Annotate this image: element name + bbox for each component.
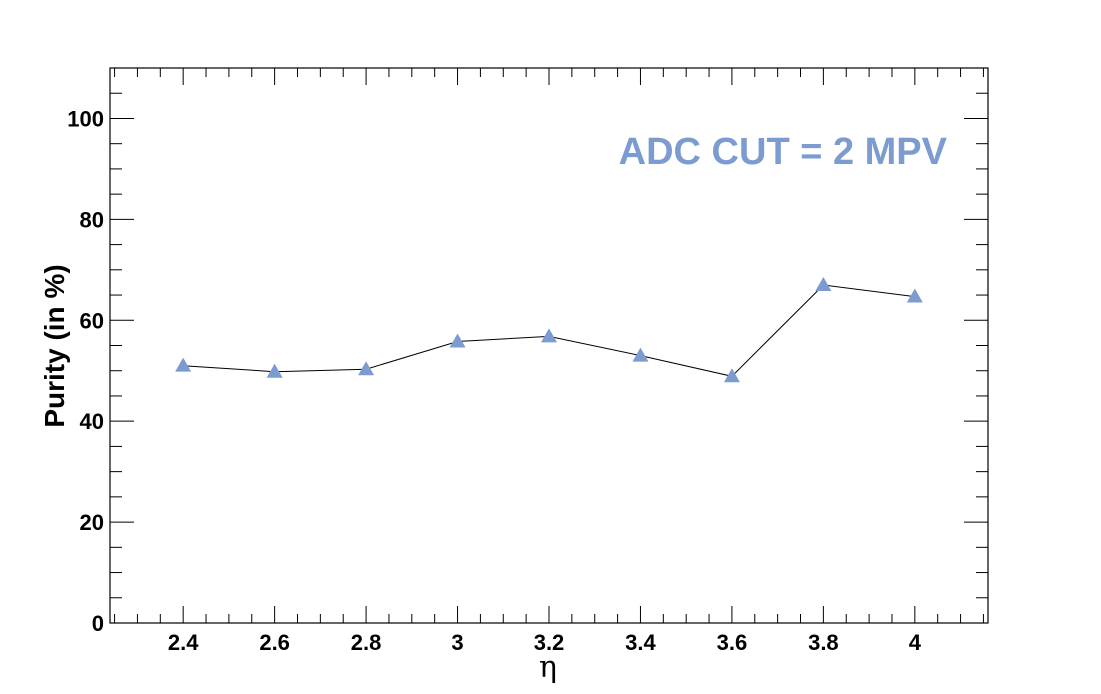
x-tick-label: 4: [909, 630, 922, 655]
x-tick-label: 3.4: [625, 630, 656, 655]
data-point-marker: [266, 363, 283, 378]
annotation-label: ADC CUT = 2 MPV: [619, 131, 948, 173]
x-tick-label: 2.8: [351, 630, 382, 655]
y-tick-label: 60: [80, 308, 104, 333]
data-point-marker: [632, 347, 649, 362]
y-tick-label: 0: [92, 611, 104, 636]
x-axis-title: η: [539, 650, 557, 685]
axis-ticks: [110, 67, 988, 624]
data-point-marker: [906, 288, 923, 303]
data-point-marker: [723, 368, 740, 383]
y-tick-label: 100: [67, 106, 104, 131]
y-axis-title: Purity (in %): [39, 264, 70, 427]
x-tick-label: 3.2: [534, 630, 565, 655]
data-point-marker: [815, 276, 832, 291]
data-point-marker: [175, 357, 192, 372]
tick-labels: 0 20 40 60 80 100 2.4 2.6 2.8 3 3.2 3.4 3.6 3.8 4: [67, 106, 921, 655]
data-point-marker: [358, 361, 375, 376]
y-tick-label: 40: [80, 409, 104, 434]
y-tick-label: 80: [80, 207, 104, 232]
data-point-marker: [541, 328, 557, 343]
x-tick-label: 2.6: [259, 630, 290, 655]
data-point-marker: [449, 333, 466, 348]
x-tick-label: 3.8: [808, 630, 839, 655]
data-markers: [175, 276, 923, 383]
y-tick-label: 20: [80, 510, 104, 535]
x-tick-label: 3: [451, 630, 463, 655]
x-tick-label: 2.4: [168, 630, 199, 655]
x-tick-label: 3.6: [717, 630, 748, 655]
